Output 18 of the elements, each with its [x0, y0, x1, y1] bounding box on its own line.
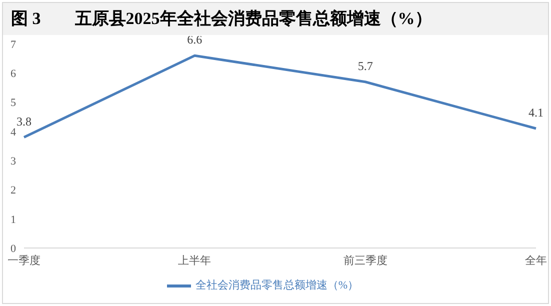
legend-label: 全社会消费品零售总额增速（%）: [195, 280, 359, 292]
y-tick-label: 0: [10, 242, 16, 255]
data-label: 5.7: [358, 58, 373, 73]
x-tick-label: 全年: [525, 254, 547, 267]
data-label: 6.6: [187, 32, 202, 47]
y-tick-label: 1: [10, 214, 16, 226]
y-tick-label: 2: [10, 184, 16, 197]
chart-title: 图 3 五原县2025年全社会消费品零售总额增速（%）: [11, 9, 432, 28]
x-tick-label: 一季度: [8, 254, 40, 267]
data-label: 3.8: [16, 114, 32, 128]
x-tick-label: 前三季度: [343, 254, 388, 267]
x-tick-label: 上半年: [178, 254, 212, 267]
data-label: 4.1: [528, 106, 544, 120]
y-tick-label: 7: [10, 38, 16, 51]
y-tick-label: 4: [10, 126, 16, 138]
y-tick-label: 6: [10, 68, 16, 80]
y-tick-label: 3: [10, 155, 16, 168]
y-tick-label: 5: [10, 97, 16, 110]
